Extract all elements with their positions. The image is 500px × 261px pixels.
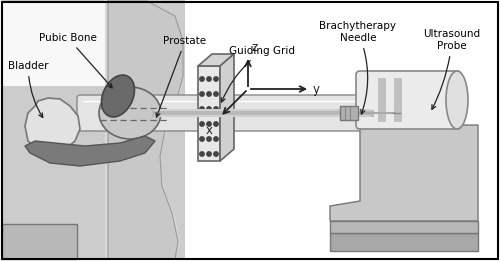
Bar (330, 233, 478, 251)
Text: z: z (251, 41, 257, 54)
Polygon shape (2, 0, 185, 259)
Circle shape (200, 92, 204, 96)
Circle shape (207, 152, 211, 156)
Text: Ultrasound
Probe: Ultrasound Probe (424, 29, 480, 109)
Text: Brachytherapy
Needle: Brachytherapy Needle (320, 21, 396, 114)
Bar (378, 78, 386, 122)
Bar (2, 224, 77, 259)
FancyBboxPatch shape (356, 71, 461, 129)
Polygon shape (25, 136, 155, 166)
Text: y: y (313, 84, 320, 97)
Polygon shape (108, 0, 183, 259)
Text: Guiding Grid: Guiding Grid (221, 46, 295, 102)
Circle shape (200, 122, 204, 126)
Circle shape (200, 77, 204, 81)
Polygon shape (105, 0, 182, 259)
Text: Pubic Bone: Pubic Bone (39, 33, 112, 88)
Circle shape (200, 152, 204, 156)
FancyBboxPatch shape (77, 95, 368, 131)
Circle shape (200, 107, 204, 111)
Polygon shape (25, 98, 80, 153)
Polygon shape (330, 125, 478, 221)
Bar (340, 106, 358, 120)
Polygon shape (198, 66, 220, 161)
Circle shape (214, 92, 218, 96)
Bar (394, 78, 402, 122)
Circle shape (214, 122, 218, 126)
Ellipse shape (446, 71, 468, 129)
Polygon shape (102, 75, 134, 117)
Circle shape (214, 77, 218, 81)
Ellipse shape (99, 87, 161, 139)
Text: x: x (206, 124, 213, 137)
Bar (330, 221, 478, 233)
Circle shape (214, 137, 218, 141)
Circle shape (200, 137, 204, 141)
Text: Prostate: Prostate (156, 36, 206, 117)
Polygon shape (220, 54, 234, 161)
Polygon shape (198, 54, 234, 66)
Bar (2, 2, 110, 86)
Circle shape (214, 152, 218, 156)
Text: Bladder: Bladder (8, 61, 48, 117)
Circle shape (207, 92, 211, 96)
Circle shape (214, 107, 218, 111)
Circle shape (207, 107, 211, 111)
Circle shape (207, 122, 211, 126)
Circle shape (207, 77, 211, 81)
Bar (2, 2, 107, 106)
Circle shape (207, 137, 211, 141)
